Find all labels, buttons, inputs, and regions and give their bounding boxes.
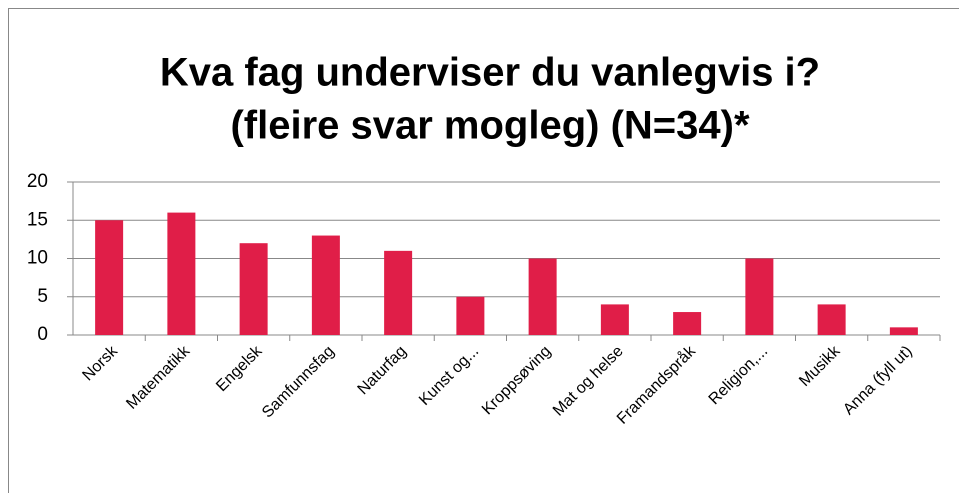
x-tick-label: Musikk	[796, 342, 844, 390]
bar	[528, 258, 557, 335]
bar	[817, 304, 846, 335]
x-tick-label: Framandspråk	[613, 341, 699, 427]
bar	[456, 296, 485, 335]
bar	[95, 220, 124, 335]
bar	[167, 212, 196, 335]
y-tick-label: 10	[27, 248, 48, 269]
x-tick-label: Norsk	[79, 342, 121, 384]
y-tick-label: 15	[27, 209, 48, 230]
bar	[673, 312, 702, 335]
x-tick-label: Kunst og...	[416, 343, 482, 409]
x-tick-label: Naturfag	[355, 343, 410, 398]
x-tick-label: Engelsk	[213, 342, 266, 395]
bar	[600, 304, 629, 335]
x-tick-label: Matematikk	[123, 342, 194, 413]
x-tick-label: Samfunnsfag	[259, 343, 338, 422]
chart-title: Kva fag underviser du vanlegvis i?	[160, 51, 820, 95]
x-tick-label: Mat og helse	[550, 343, 627, 420]
x-tick-label: Religion,...	[706, 343, 771, 408]
y-tick-label: 20	[27, 171, 48, 192]
chart-title: (fleire svar mogleg) (N=34)*	[230, 104, 749, 148]
bar	[311, 235, 340, 335]
bar	[239, 243, 268, 335]
y-tick-label: 5	[37, 286, 48, 307]
x-tick-label: Kroppsøving	[479, 343, 555, 419]
bar	[384, 250, 413, 335]
x-tick-label: Anna (fyll ut)	[840, 343, 916, 419]
bar	[745, 258, 774, 335]
bar	[889, 327, 918, 335]
y-tick-label: 0	[37, 324, 48, 345]
chart-frame	[8, 8, 959, 493]
